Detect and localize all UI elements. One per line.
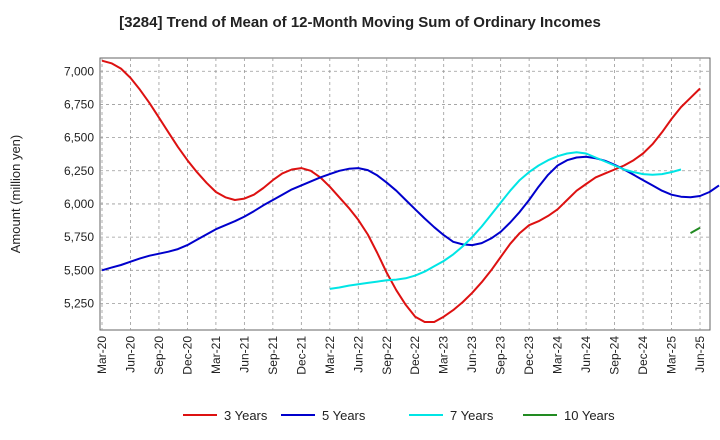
x-tick-label: Sep-21	[266, 336, 280, 375]
x-tick-label: Mar-21	[209, 336, 223, 374]
y-tick-labels: 5,250 5,500 5,750 6,000 6,250 6,500 6,750 7,000	[64, 64, 94, 310]
x-tick-label: Dec-20	[180, 336, 194, 375]
x-tick-label: Jun-23	[465, 336, 479, 373]
series-line-7-years	[329, 151, 682, 290]
chart-title: [3284] Trend of Mean of 12-Month Moving …	[119, 14, 601, 31]
y-tick-label: 5,250	[64, 296, 94, 310]
x-tick-label: Jun-22	[351, 336, 365, 373]
y-tick-label: 5,750	[64, 230, 94, 244]
x-tick-labels: Mar-20 Jun-20 Sep-20 Dec-20 Mar-21 Jun-21 Sep-…	[95, 336, 707, 375]
x-tick-label: Mar-20	[95, 336, 109, 374]
x-tick-label: Mar-22	[323, 336, 337, 374]
y-tick-label: 5,500	[64, 263, 94, 277]
x-tick-label: Dec-21	[294, 336, 308, 375]
legend-label: 10 Years	[564, 408, 615, 423]
x-tick-label: Jun-21	[237, 336, 251, 373]
x-tick-label: Dec-23	[522, 336, 536, 375]
x-tick-label: Mar-25	[665, 336, 679, 374]
x-tick-label: Mar-24	[551, 336, 565, 374]
series-line-10-years	[690, 226, 701, 234]
x-tick-label: Dec-24	[636, 336, 650, 375]
legend: 3 Years 5 Years 7 Years 10 Years	[183, 408, 615, 423]
y-axis-label: Amount (million yen)	[8, 135, 23, 254]
x-tick-label: Mar-23	[437, 336, 451, 374]
y-tick-label: 6,750	[64, 97, 94, 111]
x-tick-label: Sep-20	[152, 336, 166, 375]
x-tick-label: Jun-25	[693, 336, 707, 373]
legend-label: 3 Years	[224, 408, 268, 423]
x-tick-label: Sep-22	[380, 336, 394, 375]
series-line-3-years	[101, 59, 701, 323]
y-tick-label: 7,000	[64, 64, 94, 78]
legend-label: 5 Years	[322, 408, 366, 423]
y-tick-label: 6,500	[64, 131, 94, 145]
x-tick-label: Sep-23	[494, 336, 508, 375]
y-tick-label: 6,250	[64, 164, 94, 178]
x-tick-label: Jun-24	[579, 336, 593, 373]
x-tick-label: Sep-24	[608, 336, 622, 375]
series-layer	[101, 59, 720, 323]
legend-label: 7 Years	[450, 408, 494, 423]
x-tick-label: Jun-20	[123, 336, 137, 373]
y-tick-label: 6,000	[64, 197, 94, 211]
plot-area	[99, 57, 711, 331]
x-tick-label: Dec-22	[408, 336, 422, 375]
